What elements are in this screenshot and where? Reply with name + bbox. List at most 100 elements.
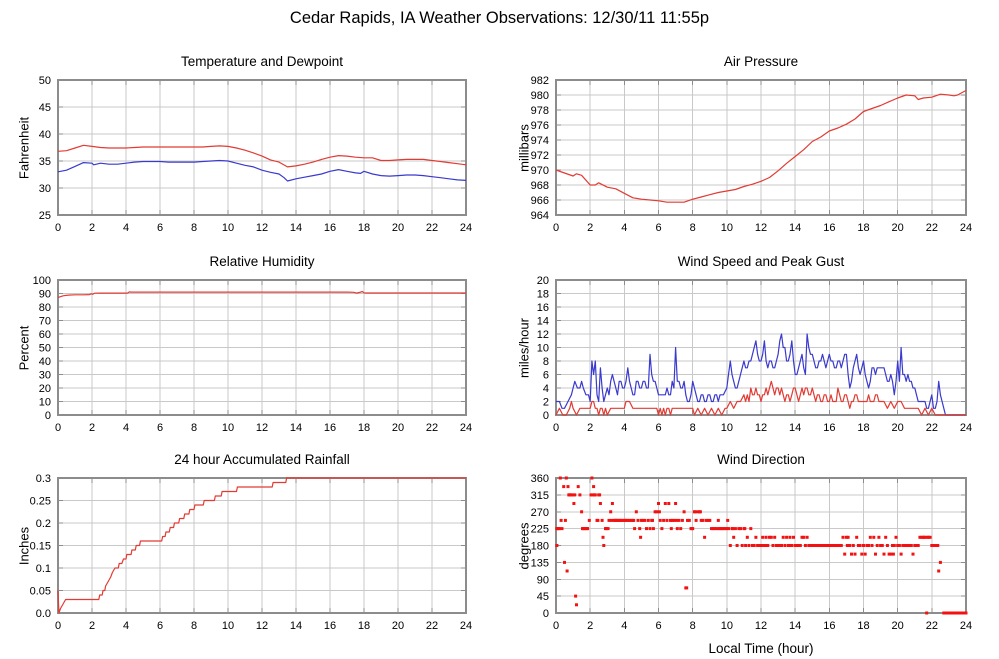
y-tick-label: 980 [531,90,549,102]
x-tick-label: 12 [256,422,268,434]
y-tick-label: 0 [543,608,549,620]
y-tick-label: 6 [543,370,549,382]
x-tick-label: 8 [690,620,696,632]
y-tick-label: 70 [39,316,51,328]
x-tick-label: 14 [290,620,302,632]
y-tick-label: 976 [531,120,549,132]
series-pressure [555,89,967,203]
y-tick-label: 970 [531,165,549,177]
x-tick-label: 16 [324,222,336,234]
x-tick-label: 14 [789,620,801,632]
y-tick-label: 16 [537,302,549,314]
chart-title: Temperature and Dewpoint [180,54,344,69]
plot-border [555,279,967,416]
x-tick-label: 10 [222,222,234,234]
axis-tick-labels: 0 2 4 6 8 10 12 14 16 18 20 22 240459013518022527031… [531,473,972,632]
series-peak-gust [556,333,966,416]
x-tick-label: 0 [55,422,61,434]
plot-border [555,79,967,216]
y-tick-label: 25 [39,210,51,222]
y-tick-label: 978 [531,105,549,117]
x-tick-label: 24 [460,620,472,632]
y-tick-label: 225 [531,524,549,536]
x-tick-label: 8 [191,222,197,234]
y-tick-label: 45 [537,591,549,603]
y-tick-label: 0.2 [36,518,51,530]
plot-border [57,79,467,216]
x-tick-label: 10 [721,222,733,234]
series-rainfall [57,477,466,614]
x-tick-label: 12 [755,222,767,234]
y-tick-label: 40 [39,356,51,368]
chart-title: Wind Direction [717,452,805,467]
axis-tick-labels: 0 2 4 6 8 10 12 14 16 18 20 22 240102030405060708090… [33,275,472,434]
x-tick-label: 4 [123,222,129,234]
y-tick-label: 0 [45,410,51,422]
x-tick-label: 16 [823,222,835,234]
x-tick-label: 2 [89,620,95,632]
y-tick-label: 90 [537,574,549,586]
x-tick-label: 12 [256,620,268,632]
x-tick-label: 12 [755,422,767,434]
x-tick-label: 24 [960,222,972,234]
x-tick-label: 0 [55,222,61,234]
x-tick-label: 16 [324,620,336,632]
plot-border [57,477,467,614]
x-tick-label: 18 [857,222,869,234]
x-tick-label: 18 [857,422,869,434]
x-tick-label: 6 [157,620,163,632]
y-tick-label: 974 [531,135,549,147]
x-tick-label: 4 [123,422,129,434]
chart-wind-direction: Wind Direction degrees Local Time (hour)… [502,443,997,657]
series-direction [555,476,968,615]
x-tick-label: 24 [460,422,472,434]
page-title: Cedar Rapids, IA Weather Observations: 1… [289,9,710,27]
y-tick-label: 100 [33,275,51,287]
y-tick-label: 964 [531,210,549,222]
x-tick-label: 12 [256,222,268,234]
y-tick-label: 972 [531,150,549,162]
x-tick-label: 18 [358,620,370,632]
y-tick-label: 982 [531,75,549,87]
x-tick-label: 10 [721,620,733,632]
x-tick-label: 4 [621,422,627,434]
x-tick-label: 22 [926,222,938,234]
x-tick-label: 20 [392,620,404,632]
x-tick-label: 20 [392,222,404,234]
y-tick-label: 30 [39,183,51,195]
x-tick-label: 24 [460,222,472,234]
y-tick-label: 30 [39,370,51,382]
x-tick-label: 20 [892,620,904,632]
x-tick-label: 14 [789,222,801,234]
y-tick-label: 8 [543,356,549,368]
x-tick-label: 6 [655,620,661,632]
x-tick-label: 8 [191,422,197,434]
gridlines [555,279,967,416]
y-tick-label: 20 [39,383,51,395]
x-tick-label: 22 [926,620,938,632]
y-tick-label: 60 [39,329,51,341]
x-tick-label: 8 [690,422,696,434]
x-tick-label: 20 [892,422,904,434]
y-tick-label: 968 [531,180,549,192]
y-tick-label: 0 [543,410,549,422]
x-tick-label: 2 [89,422,95,434]
axis-tick-labels: 0 2 4 6 8 10 12 14 16 18 20 22 249649669689709729749… [531,75,972,234]
y-tick-label: 0.1 [36,563,51,575]
x-tick-label: 20 [392,422,404,434]
x-tick-label: 14 [290,222,302,234]
x-tick-label: 0 [553,620,559,632]
x-tick-label: 10 [721,422,733,434]
chart-title: Air Pressure [723,54,799,69]
x-tick-label: 2 [587,620,593,632]
series-humidity [57,290,466,299]
x-tick-label: 22 [426,620,438,632]
x-tick-label: 2 [587,222,593,234]
plot-border [57,279,467,416]
x-tick-label: 18 [358,422,370,434]
x-tick-label: 14 [789,422,801,434]
